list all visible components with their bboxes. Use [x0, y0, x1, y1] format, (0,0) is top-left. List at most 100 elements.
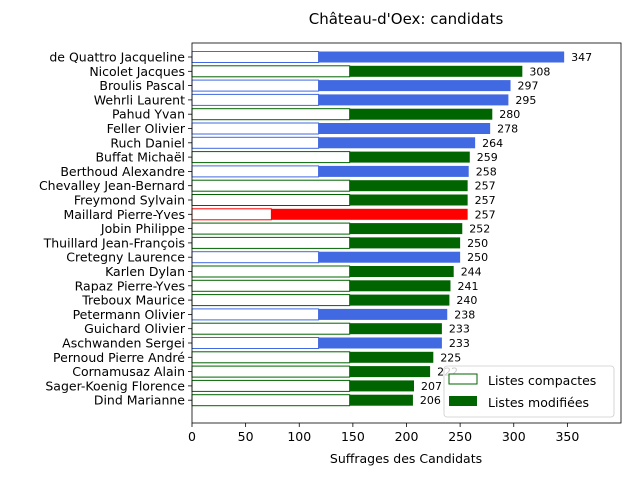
- value-labels: 3473082972952802782642592582572572572522…: [420, 51, 592, 407]
- value-label: 233: [449, 337, 470, 350]
- candidate-label: Aschwanden Sergei: [62, 336, 185, 351]
- bar-modified: [349, 266, 454, 277]
- bar-compact: [191, 165, 320, 178]
- candidate-label: Buffat Michaël: [95, 150, 185, 165]
- x-tick-label: 300: [502, 429, 526, 444]
- legend-swatch-compactes: [448, 373, 478, 385]
- candidate-label: Thuillard Jean-François: [43, 235, 185, 250]
- value-label: 241: [457, 280, 478, 293]
- bar-compact: [191, 251, 320, 264]
- bar-modified: [349, 65, 523, 77]
- bar-compact: [191, 51, 320, 63]
- bar-compact: [191, 337, 320, 349]
- bar-modified: [318, 165, 469, 177]
- bar-compact: [191, 194, 351, 206]
- value-label: 238: [454, 308, 475, 321]
- candidate-label: Karlen Dylan: [105, 264, 185, 279]
- candidate-label: Nicolet Jacques: [89, 64, 185, 79]
- bar-compact: [191, 79, 320, 92]
- bar-modified: [349, 323, 442, 335]
- bar-compact: [191, 136, 320, 149]
- bar-modified: [318, 337, 442, 349]
- bar-compact: [191, 308, 320, 321]
- candidate-label: Ruch Daniel: [110, 135, 185, 150]
- legend-box: [443, 365, 615, 418]
- candidate-label: Broulis Pascal: [99, 78, 185, 93]
- value-label: 257: [475, 208, 496, 221]
- bar-compact: [191, 394, 351, 407]
- bar-compact: [191, 236, 351, 249]
- bar-modified: [318, 137, 476, 149]
- bar-modified: [318, 123, 491, 134]
- bar-compact: [191, 294, 351, 307]
- value-label: 252: [469, 223, 490, 236]
- candidate-label: Pahud Yvan: [112, 107, 185, 122]
- candidate-label: Dind Marianne: [94, 393, 185, 408]
- value-label: 225: [440, 351, 461, 364]
- bar-compact: [191, 122, 320, 135]
- x-axis-ticks: 0 50 100 150 200 250 300 350: [188, 423, 579, 444]
- bar-modified: [349, 294, 450, 306]
- legend-label-compactes: Listes compactes: [488, 373, 596, 388]
- x-tick-label: 350: [555, 429, 579, 444]
- bar-compact: [191, 93, 320, 106]
- value-label: 278: [497, 123, 518, 136]
- bar-modified: [318, 94, 509, 106]
- candidate-label: Pernoud Pierre André: [53, 350, 185, 365]
- value-label: 233: [449, 323, 470, 336]
- bar-modified: [318, 308, 448, 320]
- candidate-label: Petermann Olivier: [73, 307, 186, 322]
- bar-compact: [191, 379, 351, 392]
- candidate-label: Maillard Pierre-Yves: [63, 207, 185, 222]
- candidate-label: Chevalley Jean-Bernard: [39, 178, 185, 193]
- candidate-label: Rapaz Pierre-Yves: [75, 278, 185, 293]
- value-label: 250: [467, 251, 488, 264]
- value-label: 257: [475, 194, 496, 207]
- x-axis-label: Suffrages des Candidats: [330, 451, 482, 466]
- value-label: 250: [467, 237, 488, 250]
- bar-compact: [191, 265, 351, 278]
- bar-modified: [349, 380, 415, 392]
- bar-modified: [349, 180, 468, 192]
- candidate-label: Feller Olivier: [107, 121, 186, 136]
- value-label: 257: [475, 180, 496, 193]
- x-tick-label: 50: [238, 429, 254, 444]
- bar-compact: [191, 222, 351, 235]
- bar-compact: [191, 208, 272, 221]
- value-label: 206: [420, 394, 441, 407]
- x-tick-label: 100: [287, 429, 311, 444]
- x-tick-label: 150: [341, 429, 365, 444]
- x-tick-label: 250: [448, 429, 472, 444]
- candidate-label: Jobin Philippe: [100, 221, 185, 236]
- chart-title: Château-d'Oex: candidats: [309, 10, 504, 28]
- bar-modified: [271, 208, 468, 220]
- value-label: 264: [482, 137, 503, 150]
- bar-modified: [349, 151, 470, 163]
- bar-modified: [349, 237, 461, 249]
- bar-compact: [191, 322, 351, 335]
- value-label: 240: [456, 294, 477, 307]
- bar-modified: [318, 251, 461, 263]
- bar-compact: [191, 279, 351, 292]
- bar-modified: [349, 280, 451, 292]
- bar-compact: [191, 108, 351, 121]
- bar-compact: [191, 151, 351, 164]
- x-tick-label: 200: [395, 429, 419, 444]
- value-label: 297: [518, 80, 539, 93]
- candidate-label: de Quattro Jacqueline: [49, 50, 185, 65]
- value-label: 280: [499, 108, 520, 121]
- bar-compact: [191, 351, 351, 364]
- bar-modified: [318, 51, 565, 63]
- candidate-label: Cretegny Laurence: [66, 250, 185, 265]
- bar-compact: [191, 365, 351, 378]
- bar-compact: [191, 179, 351, 192]
- bar-modified: [349, 351, 434, 363]
- value-label: 295: [515, 94, 536, 107]
- bar-modified: [349, 108, 493, 120]
- candidate-label: Cornamusaz Alain: [72, 364, 185, 379]
- value-label: 244: [461, 266, 482, 279]
- bar-modified: [318, 80, 511, 92]
- legend: Listes compactes Listes modifiées: [443, 365, 615, 418]
